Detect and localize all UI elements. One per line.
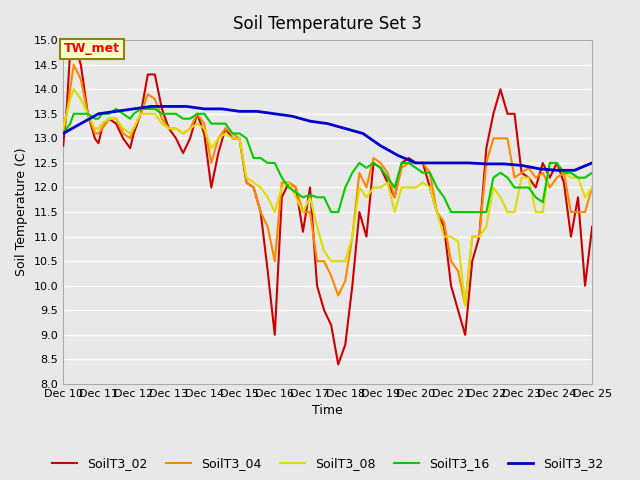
- Text: TW_met: TW_met: [64, 42, 120, 55]
- X-axis label: Time: Time: [312, 405, 343, 418]
- Title: Soil Temperature Set 3: Soil Temperature Set 3: [233, 15, 422, 33]
- Y-axis label: Soil Temperature (C): Soil Temperature (C): [15, 148, 28, 276]
- Legend: SoilT3_02, SoilT3_04, SoilT3_08, SoilT3_16, SoilT3_32: SoilT3_02, SoilT3_04, SoilT3_08, SoilT3_…: [47, 452, 609, 475]
